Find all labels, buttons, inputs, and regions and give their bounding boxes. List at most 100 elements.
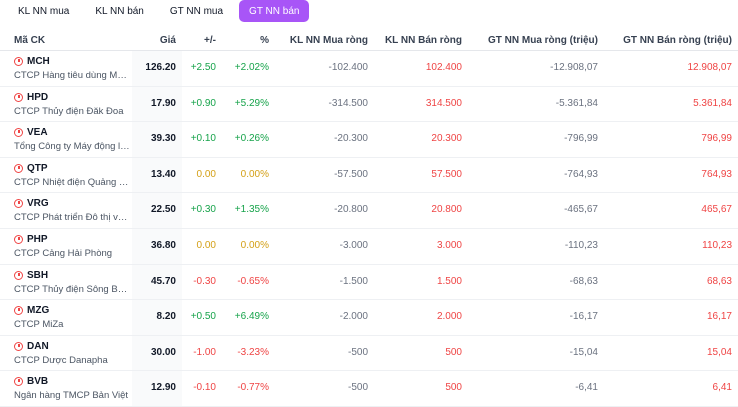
stock-symbol[interactable]: PHP bbox=[27, 233, 48, 245]
alarm-clock-icon[interactable] bbox=[14, 234, 23, 244]
alarm-clock-icon[interactable] bbox=[14, 128, 23, 138]
price-value: 45.70 bbox=[150, 275, 176, 287]
tab-kl-nn-mua[interactable]: KL NN mua bbox=[18, 5, 70, 17]
net-buy-volume: -1.500 bbox=[339, 275, 368, 287]
net-sell-value: 5.361,84 bbox=[693, 97, 732, 109]
company-name: CTCP Phát triển Đô thị và Khu bbox=[14, 212, 130, 224]
symbol-cell[interactable]: DAN bbox=[14, 341, 49, 352]
table-row[interactable]: MZG CTCP MiZa 8.20 +0.50 +6.49% -2.000 2.000 -1… bbox=[0, 300, 738, 336]
stock-symbol[interactable]: BVB bbox=[27, 376, 49, 388]
stock-symbol[interactable]: QTP bbox=[27, 162, 48, 174]
stock-symbol[interactable]: VRG bbox=[27, 198, 49, 210]
stock-symbol[interactable]: MZG bbox=[27, 305, 50, 317]
change-value: +0.50 bbox=[190, 311, 216, 323]
net-buy-volume: -500 bbox=[347, 346, 368, 358]
net-buy-volume: -2.000 bbox=[339, 311, 368, 323]
net-sell-value: 12.908,07 bbox=[687, 62, 733, 73]
header-pct[interactable]: % bbox=[260, 35, 269, 46]
alarm-clock-icon[interactable] bbox=[14, 270, 23, 280]
symbol-cell[interactable]: SBH bbox=[14, 270, 48, 281]
price-value: 17.90 bbox=[150, 97, 176, 109]
price-value: 8.20 bbox=[156, 311, 176, 323]
net-buy-volume: -3.000 bbox=[339, 239, 368, 251]
table-row[interactable]: DAN CTCP Dược Danapha 30.00 -1.00 -3.23% -500… bbox=[0, 335, 738, 372]
symbol-cell[interactable]: MCH bbox=[14, 56, 50, 67]
net-buy-volume: -57.500 bbox=[334, 168, 368, 180]
company-name: CTCP Thủy điện Sông Ba Hạ bbox=[14, 283, 130, 295]
net-sell-volume: 500 bbox=[445, 382, 462, 394]
alarm-clock-icon[interactable] bbox=[14, 92, 23, 102]
net-sell-volume: 102.400 bbox=[425, 62, 462, 73]
price-cell-bg bbox=[132, 300, 182, 335]
pct-change-value: +6.49% bbox=[234, 311, 269, 323]
net-buy-value: -5.361,84 bbox=[555, 97, 598, 109]
stock-symbol[interactable]: MCH bbox=[27, 56, 50, 67]
alarm-clock-icon[interactable] bbox=[14, 341, 23, 351]
alarm-clock-icon[interactable] bbox=[14, 199, 23, 209]
net-buy-value: -6,41 bbox=[575, 382, 598, 394]
table-row[interactable]: VEA Tổng Công ty Máy động lực 39.30 +0.10 +0… bbox=[0, 122, 738, 158]
company-name: CTCP Dược Danapha bbox=[14, 354, 108, 366]
symbol-cell[interactable]: VRG bbox=[14, 198, 49, 209]
stock-symbol[interactable]: VEA bbox=[27, 127, 48, 139]
symbol-cell[interactable]: QTP bbox=[14, 163, 48, 174]
alarm-clock-icon[interactable] bbox=[14, 57, 23, 66]
table-body: MCH CTCP Hàng tiêu dùng MASAN 126.20 +2.50 +… bbox=[0, 51, 738, 407]
pct-change-value: +0.26% bbox=[234, 133, 269, 145]
company-name: CTCP Hàng tiêu dùng MASAN bbox=[14, 70, 130, 81]
symbol-cell[interactable]: PHP bbox=[14, 234, 48, 245]
net-sell-value: 15,04 bbox=[706, 346, 732, 358]
header-kl-ban[interactable]: KL NN Bán ròng bbox=[384, 35, 462, 46]
table-header: Mã CK Giá +/- % KL NN Mua ròng KL NN Bán… bbox=[0, 31, 738, 51]
alarm-clock-icon[interactable] bbox=[14, 306, 23, 316]
change-value: +0.10 bbox=[190, 133, 216, 145]
header-gt-ban[interactable]: GT NN Bán ròng (triệu) bbox=[623, 35, 732, 46]
net-sell-value: 465,67 bbox=[701, 204, 732, 216]
net-buy-volume: -500 bbox=[347, 382, 368, 394]
price-cell-bg bbox=[132, 193, 182, 228]
tab-gt-nn-mua[interactable]: GT NN mua bbox=[169, 5, 224, 17]
header-symbol[interactable]: Mã CK bbox=[14, 35, 46, 46]
pct-change-value: -0.65% bbox=[237, 275, 269, 287]
tab-gt-nn-ban[interactable]: GT NN bán bbox=[239, 0, 310, 22]
net-buy-volume: -102.400 bbox=[328, 62, 368, 73]
price-value: 30.00 bbox=[150, 346, 176, 358]
alarm-clock-icon[interactable] bbox=[14, 377, 23, 387]
table-row[interactable]: PHP CTCP Cảng Hải Phòng 36.80 0.00 0.00% -3.0… bbox=[0, 228, 738, 265]
header-price[interactable]: Giá bbox=[159, 35, 176, 46]
price-value: 12.90 bbox=[150, 382, 176, 394]
stock-symbol[interactable]: SBH bbox=[27, 269, 49, 281]
change-value: -0.10 bbox=[193, 382, 216, 394]
header-kl-mua[interactable]: KL NN Mua ròng bbox=[289, 35, 368, 46]
table-row[interactable]: HPD CTCP Thủy điện Đăk Đoa 17.90 +0.90 +5.29… bbox=[0, 86, 738, 123]
price-cell-bg bbox=[132, 157, 182, 193]
net-sell-value: 6,41 bbox=[712, 382, 732, 394]
symbol-cell[interactable]: HPD bbox=[14, 92, 48, 103]
price-cell-bg bbox=[132, 122, 182, 157]
table-row[interactable]: SBH CTCP Thủy điện Sông Ba Hạ 45.70 -0.30 -0… bbox=[0, 264, 738, 301]
pct-change-value: -0.77% bbox=[237, 382, 269, 394]
symbol-cell[interactable]: VEA bbox=[14, 127, 48, 138]
symbol-cell[interactable]: BVB bbox=[14, 376, 48, 387]
price-cell-bg bbox=[132, 86, 182, 122]
pct-change-value: 0.00% bbox=[240, 168, 269, 180]
table-row[interactable]: MCH CTCP Hàng tiêu dùng MASAN 126.20 +2.50 +… bbox=[0, 51, 738, 87]
net-sell-volume: 1.500 bbox=[436, 275, 462, 287]
stock-symbol[interactable]: HPD bbox=[27, 91, 49, 103]
net-buy-value: -15,04 bbox=[569, 346, 598, 358]
alarm-clock-icon[interactable] bbox=[14, 163, 23, 173]
net-sell-value: 16,17 bbox=[706, 311, 732, 323]
net-buy-value: -764,93 bbox=[564, 168, 598, 180]
header-gt-mua[interactable]: GT NN Mua ròng (triệu) bbox=[488, 35, 598, 46]
tab-kl-nn-ban[interactable]: KL NN bán bbox=[95, 5, 144, 17]
net-sell-volume: 20.300 bbox=[431, 133, 462, 145]
net-sell-volume: 314.500 bbox=[425, 97, 462, 109]
symbol-cell[interactable]: MZG bbox=[14, 305, 49, 316]
table-row[interactable]: QTP CTCP Nhiệt điện Quảng Ninh 13.40 0.00 0.… bbox=[0, 157, 738, 194]
header-change[interactable]: +/- bbox=[204, 35, 216, 46]
pct-change-value: +2.02% bbox=[234, 62, 269, 73]
table-row[interactable]: BVB Ngân hàng TMCP Bản Việt 12.90 -0.10 -0.7… bbox=[0, 371, 738, 407]
table-row[interactable]: VRG CTCP Phát triển Đô thị và Khu 22.50 +0.… bbox=[0, 193, 738, 229]
stock-symbol[interactable]: DAN bbox=[27, 340, 49, 352]
price-value: 39.30 bbox=[150, 133, 176, 145]
